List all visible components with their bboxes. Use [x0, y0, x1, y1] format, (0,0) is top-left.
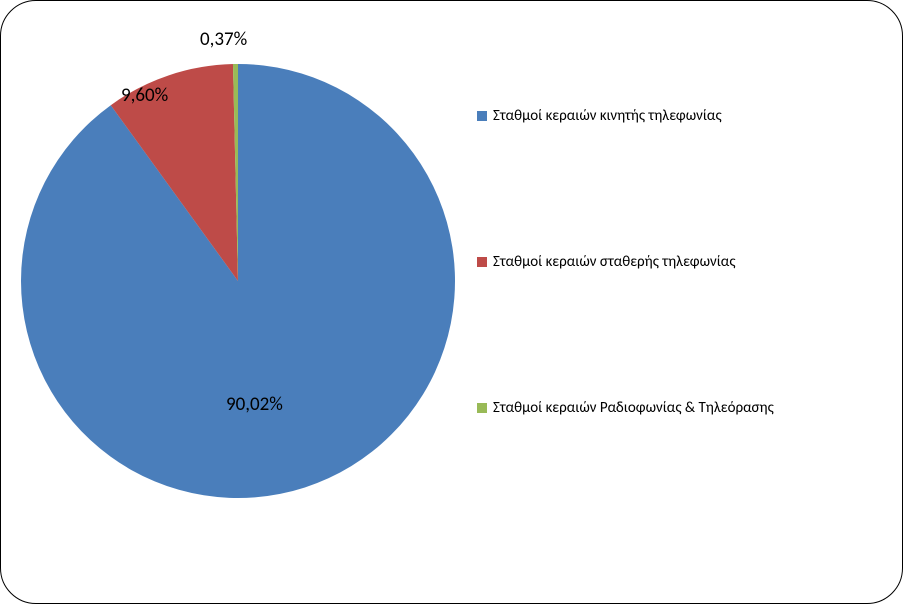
legend-swatch-0 — [477, 111, 487, 121]
legend-label-1: Σταθμοί κεραιών σταθερής τηλεφωνίας — [493, 253, 735, 271]
pie-slice-0 — [21, 64, 455, 498]
legend: Σταθμοί κεραιών κινητής τηλεφωνίας Σταθμ… — [477, 107, 887, 417]
legend-label-2: Σταθμοί κεραιών Ραδιοφωνίας & Τηλεόρασης — [493, 399, 774, 417]
legend-swatch-1 — [477, 257, 487, 267]
data-label-2: 0,37% — [200, 28, 247, 51]
legend-item-1: Σταθμοί κεραιών σταθερής τηλεφωνίας — [477, 253, 887, 271]
pie-chart — [17, 60, 459, 502]
pie-chart-container: Σταθμοί κεραιών κινητής τηλεφωνίας Σταθμ… — [0, 0, 903, 604]
legend-item-2: Σταθμοί κεραιών Ραδιοφωνίας & Τηλεόρασης — [477, 399, 887, 417]
data-label-0: 90,02% — [226, 393, 283, 416]
legend-swatch-2 — [477, 403, 487, 413]
data-label-1: 9,60% — [121, 84, 168, 107]
legend-label-0: Σταθμοί κεραιών κινητής τηλεφωνίας — [493, 107, 722, 125]
legend-item-0: Σταθμοί κεραιών κινητής τηλεφωνίας — [477, 107, 887, 125]
